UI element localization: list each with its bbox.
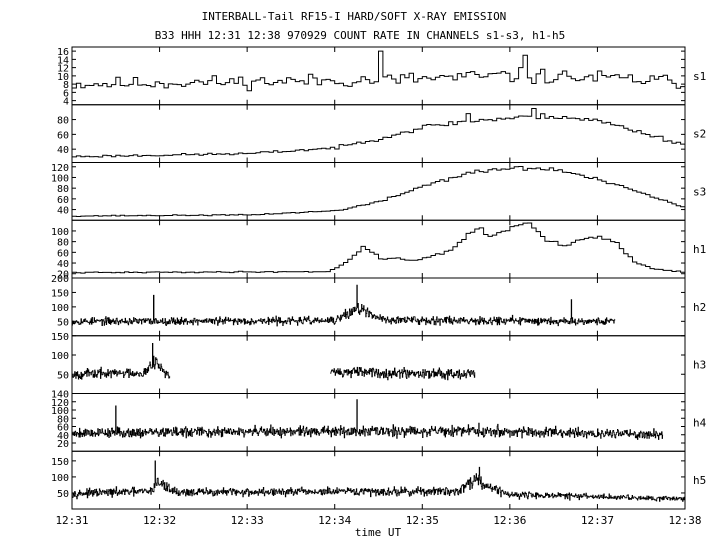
panel-label-h1: h1 [693, 243, 706, 256]
y-tick-label: 100 [51, 406, 69, 417]
x-tick-label: 12:33 [231, 514, 264, 527]
panel-label-s1: s1 [693, 70, 706, 83]
series-line-h5 [72, 460, 685, 502]
y-tick-label: 200 [51, 274, 69, 285]
panel-label-h4: h4 [693, 416, 707, 429]
x-tick-label: 12:36 [493, 514, 526, 527]
y-tick-label: 100 [51, 303, 69, 314]
series-line-s3 [72, 166, 686, 217]
y-tick-label: 80 [57, 116, 69, 127]
y-tick-label: 150 [51, 288, 69, 299]
x-tick-label: 12:34 [318, 514, 351, 527]
series-line-h4 [72, 399, 664, 440]
x-tick-label: 12:32 [143, 514, 176, 527]
y-tick-label: 60 [57, 423, 69, 434]
y-tick-label: 40 [57, 206, 69, 217]
series-line-h3 [330, 366, 476, 381]
panel-s2: 40 60 80 s2 [57, 104, 706, 163]
series-line-s2 [72, 108, 686, 158]
y-tick-label: 40 [57, 145, 69, 156]
y-tick-label: 120 [51, 398, 69, 409]
x-tick-label: 12:38 [668, 514, 701, 527]
chart-title: INTERBALL-Tail RF15-I HARD/SOFT X-RAY EM… [202, 10, 507, 23]
panel-h3: 50 100 150 h3 [51, 332, 706, 394]
y-tick-label: 140 [51, 390, 69, 401]
y-tick-label: 60 [57, 248, 69, 259]
y-tick-label: 50 [57, 370, 69, 381]
y-tick-label: 6 [63, 88, 69, 99]
panels: 46810121416s1406080s2406080100120s320406… [51, 46, 707, 510]
series-line-h2 [72, 284, 616, 327]
series-line-h1 [72, 222, 686, 274]
panel-label-s3: s3 [693, 185, 706, 198]
y-tick-label: 80 [57, 184, 69, 195]
panel-label-h2: h2 [693, 301, 706, 314]
y-tick-label: 60 [57, 130, 69, 141]
panel-frame [71, 335, 686, 394]
y-tick-label: 20 [57, 439, 69, 450]
y-tick-label: 20 [57, 270, 69, 281]
y-tick-label: 40 [57, 259, 69, 270]
y-tick-label: 100 [51, 227, 69, 238]
panel-h2: 50 100 150 200 h2 [51, 274, 706, 337]
y-tick-label: 16 [57, 47, 69, 58]
panel-frame [71, 219, 686, 279]
y-tick-label: 10 [57, 72, 69, 83]
x-tick-label: 12:31 [55, 514, 88, 527]
panel-frame [71, 450, 686, 510]
series-line-h3 [72, 343, 171, 380]
panel-h5: 50 100 150 h5 [51, 450, 706, 510]
panel-label-s2: s2 [693, 128, 706, 141]
y-tick-label: 4 [63, 97, 69, 108]
y-tick-label: 150 [51, 332, 69, 343]
x-tick-label: 12:37 [581, 514, 614, 527]
panel-frame [71, 277, 686, 337]
y-tick-label: 50 [57, 489, 69, 500]
y-tick-label: 100 [51, 473, 69, 484]
y-tick-label: 80 [57, 414, 69, 425]
y-tick-label: 12 [57, 64, 69, 75]
y-tick-label: 8 [63, 80, 69, 91]
x-axis: 12:31 12:32 12:33 12:34 12:35 12:36 12:37 12:38 [55, 47, 702, 527]
y-tick-label: 60 [57, 195, 69, 206]
panel-frame [71, 162, 686, 221]
panel-frame [71, 104, 686, 163]
y-tick-label: 50 [57, 317, 69, 328]
y-tick-label: 100 [51, 173, 69, 184]
chart-subtitle: B33 HHH 12:31 12:38 970929 COUNT RATE IN… [155, 29, 566, 42]
panel-label-h5: h5 [693, 474, 706, 487]
y-tick-label: 14 [57, 55, 69, 66]
x-axis-label: time UT [355, 526, 402, 539]
panel-frame [71, 393, 686, 452]
series-line-s1 [72, 50, 686, 92]
y-tick-label: 100 [51, 351, 69, 362]
y-tick-label: 120 [51, 163, 69, 174]
y-tick-label: 150 [51, 457, 69, 468]
y-tick-label: 40 [57, 431, 69, 442]
panel-label-h3: h3 [693, 359, 706, 372]
y-tick-label: 80 [57, 238, 69, 249]
x-tick-label: 12:35 [406, 514, 439, 527]
